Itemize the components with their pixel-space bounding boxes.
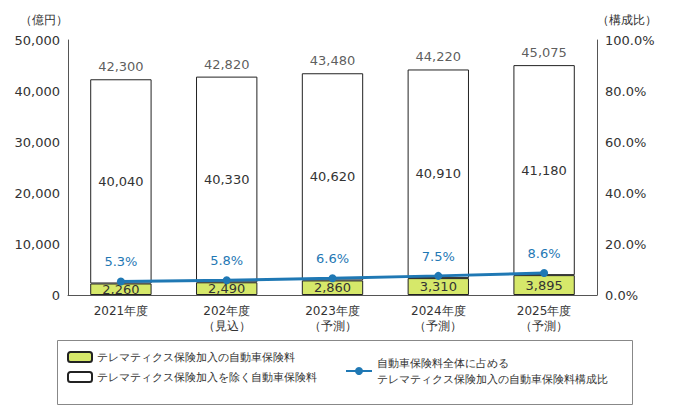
svg-text:2,490: 2,490 — [208, 281, 246, 297]
svg-text:40,000: 40,000 — [15, 84, 61, 99]
svg-text:42,820: 42,820 — [204, 57, 250, 72]
svg-text:40,910: 40,910 — [416, 166, 462, 181]
svg-text:8.6%: 8.6% — [528, 246, 561, 261]
svg-text:自動車保険料全体に占める: 自動車保険料全体に占める — [377, 357, 509, 370]
svg-text:40,040: 40,040 — [98, 174, 143, 189]
svg-text:202年度: 202年度 — [203, 304, 250, 318]
svg-text:2021年度: 2021年度 — [94, 304, 149, 318]
svg-text:2,260: 2,260 — [102, 281, 140, 297]
svg-text:（予測）: （予測） — [414, 319, 462, 333]
svg-text:0.0%: 0.0% — [605, 288, 638, 303]
svg-text:2024年度: 2024年度 — [411, 304, 466, 318]
svg-text:2,860: 2,860 — [314, 280, 351, 295]
svg-text:テレマティクス保険加入の自動車保険料: テレマティクス保険加入の自動車保険料 — [97, 351, 295, 364]
svg-text:10,000: 10,000 — [15, 237, 61, 252]
svg-text:（予測）: （予測） — [309, 319, 357, 333]
svg-text:40,620: 40,620 — [310, 169, 356, 184]
svg-text:0: 0 — [52, 288, 60, 303]
svg-text:テレマティクス保険加入の自動車保険料構成比: テレマティクス保険加入の自動車保険料構成比 — [377, 373, 608, 386]
svg-text:2023年度: 2023年度 — [305, 304, 360, 318]
svg-text:30,000: 30,000 — [15, 135, 61, 150]
svg-text:（構成比）: （構成比） — [597, 13, 657, 27]
svg-text:44,220: 44,220 — [416, 49, 462, 64]
svg-text:3,310: 3,310 — [420, 279, 457, 294]
svg-text:（見込）: （見込） — [203, 319, 251, 333]
svg-text:40,330: 40,330 — [204, 172, 250, 187]
svg-text:42,300: 42,300 — [98, 59, 143, 74]
svg-text:3,895: 3,895 — [525, 278, 562, 293]
svg-text:43,480: 43,480 — [310, 53, 356, 68]
svg-text:20,000: 20,000 — [15, 186, 61, 201]
svg-text:6.6%: 6.6% — [316, 251, 349, 266]
svg-text:2025年度: 2025年度 — [517, 304, 572, 318]
svg-text:7.5%: 7.5% — [422, 249, 455, 264]
svg-text:20.0%: 20.0% — [605, 237, 646, 252]
svg-text:（予測）: （予測） — [520, 319, 568, 333]
svg-text:80.0%: 80.0% — [605, 84, 646, 99]
svg-text:45,075: 45,075 — [521, 45, 567, 60]
svg-text:（億円）: （億円） — [20, 13, 68, 27]
svg-text:40.0%: 40.0% — [605, 186, 646, 201]
svg-text:100.0%: 100.0% — [605, 33, 655, 48]
svg-text:60.0%: 60.0% — [605, 135, 646, 150]
svg-text:50,000: 50,000 — [15, 33, 61, 48]
svg-text:テレマティクス保険加入を除く自動車保険料: テレマティクス保険加入を除く自動車保険料 — [97, 371, 317, 384]
svg-text:5.8%: 5.8% — [210, 253, 243, 268]
svg-text:5.3%: 5.3% — [104, 254, 137, 269]
svg-text:41,180: 41,180 — [521, 163, 567, 178]
